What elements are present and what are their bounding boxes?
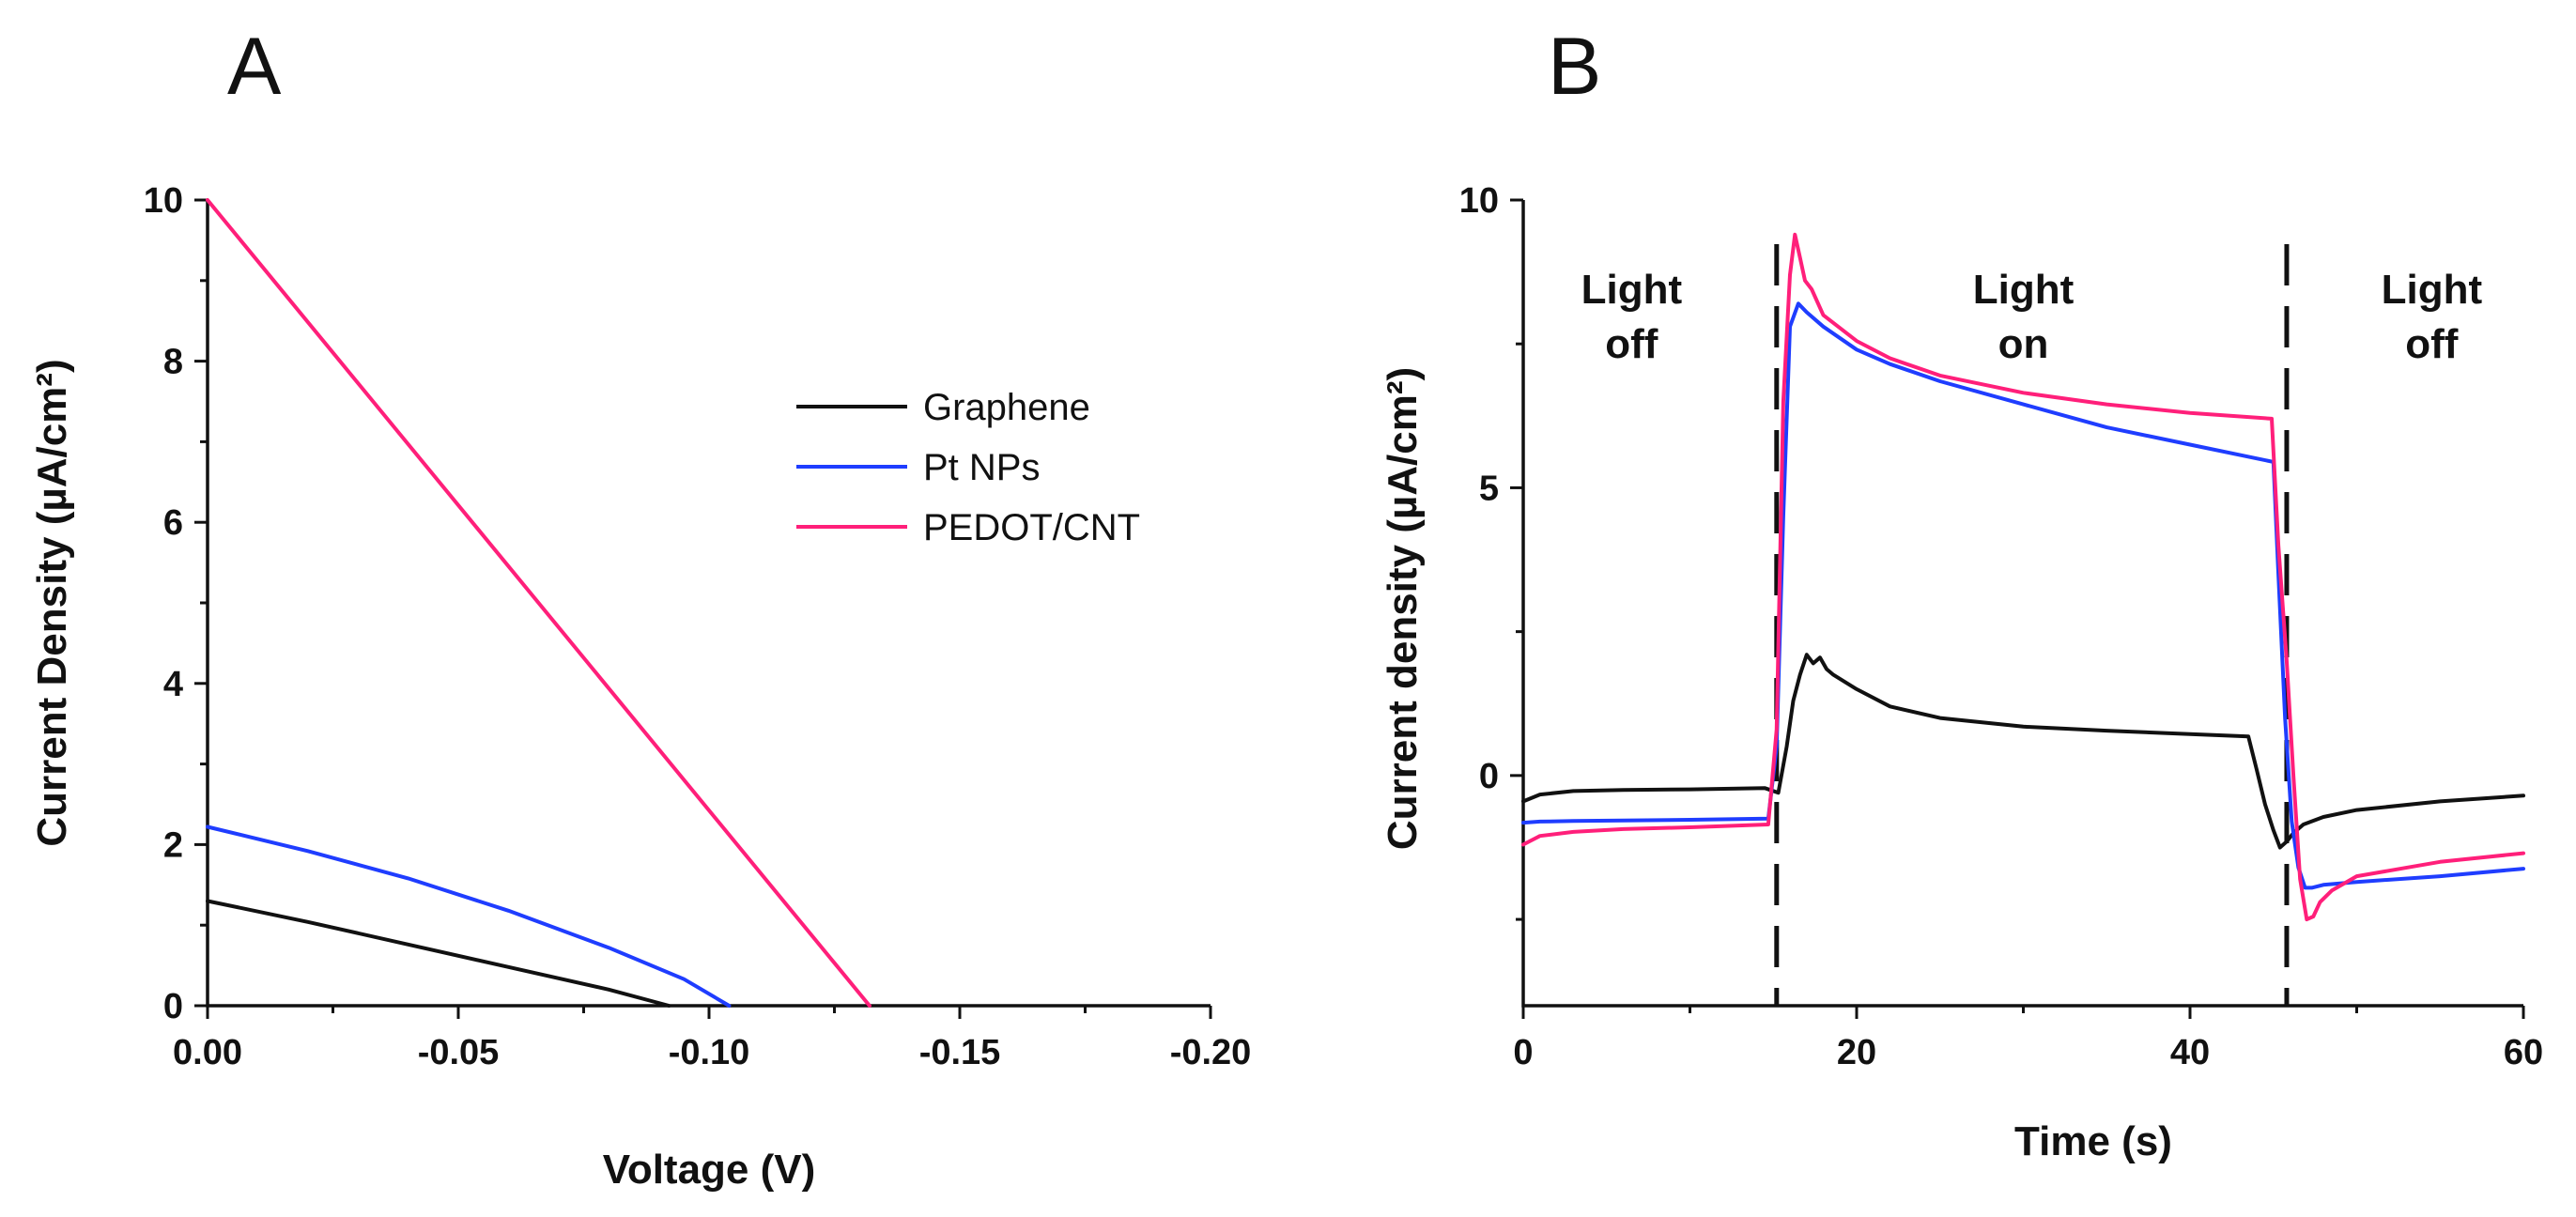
panel-a-ylabel: Current Density (µA/cm²) [29, 359, 75, 846]
panel-b-xtick-label: 0 [1513, 1033, 1533, 1072]
panel-b-series-graphene [1521, 653, 2525, 850]
panel-b-ytick-label: 0 [1479, 757, 1499, 796]
panel-a-xtick-label: -0.10 [669, 1033, 750, 1072]
panel-a-ytick-label: 2 [163, 825, 183, 865]
panel-b-series-pt-nps [1521, 301, 2525, 890]
panel-a-xtick-label: -0.15 [919, 1033, 1001, 1072]
annotation-on: on [1998, 321, 2049, 367]
panel-a-axis-lines [206, 200, 1211, 1008]
panel-a-xtick-label: -0.20 [1170, 1033, 1252, 1072]
panel-a-letter: A [227, 22, 282, 112]
panel-b-series-pedot-cnt [1521, 232, 2525, 922]
panel-b-xtick-label: 20 [1837, 1033, 1876, 1072]
panel-a-series-pt-nps [206, 824, 732, 1008]
panel-b-dividers [1774, 244, 2290, 1006]
panel-a-xtick-label: -0.05 [418, 1033, 500, 1072]
panel-b-ylabel: Current density (µA/cm²) [1380, 367, 1426, 850]
legend-label-graphene: Graphene [923, 387, 1090, 428]
annotation-light: Light [1581, 267, 1683, 313]
annotation-off: off [2405, 321, 2459, 367]
panel-a-legend: Graphene Pt NPs PEDOT/CNT [796, 387, 1140, 548]
panel-b: B 0 20 40 60 0 5 10 Light off Light on Light off Ti… [1380, 22, 2543, 1164]
annotation-light: Light [2382, 267, 2483, 313]
panel-a-axes: 0.00 -0.05 -0.10 -0.15 -0.20 0 2 4 6 8 10 [144, 181, 1252, 1072]
panel-a: A 0.00 -0.05 -0.10 -0.15 -0.20 0 2 4 6 8 10 Voltag… [29, 22, 1251, 1193]
panel-b-ytick-label: 5 [1479, 469, 1499, 508]
annotation-off: off [1605, 321, 1658, 367]
panel-a-ytick-label: 4 [163, 665, 183, 704]
legend-label-pedot-cnt: PEDOT/CNT [923, 507, 1140, 548]
panel-a-series-pedot-cnt [206, 198, 872, 1008]
panel-a-xtick-label: 0.00 [173, 1033, 242, 1072]
panel-a-series [206, 198, 872, 1008]
panel-b-axes: 0 20 40 60 0 5 10 [1459, 181, 2543, 1072]
legend-label-pt-nps: Pt NPs [923, 447, 1040, 488]
panel-b-series [1521, 232, 2525, 922]
panel-a-ytick-label: 0 [163, 987, 183, 1026]
panel-b-xtick-label: 40 [2170, 1033, 2210, 1072]
panel-a-xlabel: Voltage (V) [603, 1147, 816, 1193]
panel-b-annotations: Light off Light on Light off [1581, 267, 2483, 367]
annotation-light: Light [1973, 267, 2075, 313]
panel-b-xlabel: Time (s) [2014, 1118, 2172, 1164]
panel-b-letter: B [1548, 22, 1601, 112]
panel-b-xtick-label: 60 [2504, 1033, 2543, 1072]
panel-a-series-graphene [206, 899, 671, 1008]
panel-a-ytick-label: 8 [163, 343, 183, 382]
panel-a-ytick-label: 10 [144, 181, 183, 221]
panel-b-ytick-label: 10 [1459, 181, 1499, 221]
panel-a-ytick-label: 6 [163, 503, 183, 543]
